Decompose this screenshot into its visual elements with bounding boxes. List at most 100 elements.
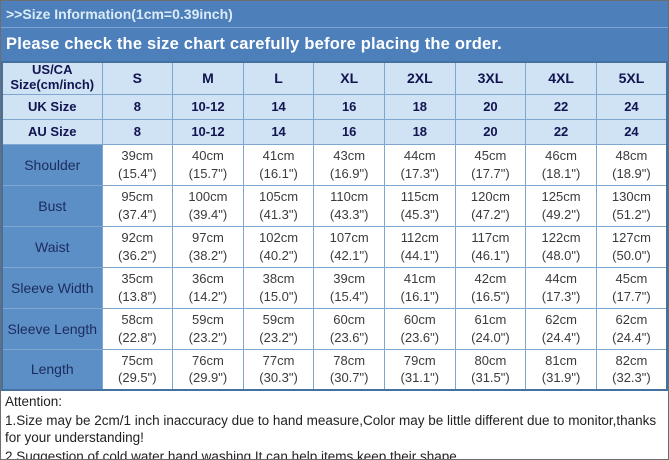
measurement-cm: 44cm bbox=[403, 148, 436, 164]
measurement-inch: (17.7") bbox=[612, 288, 651, 304]
measurement-cell: 110cm (43.3") bbox=[313, 184, 385, 227]
measurement-inch: (24.4") bbox=[541, 329, 581, 345]
measurement-label: Sleeve Length bbox=[1, 307, 103, 350]
measurement-row: Shoulder 39cm (15.4") 40cm (15.7") 41cm (16.1"… bbox=[1, 143, 668, 186]
size-number-cell: 20 bbox=[454, 118, 527, 145]
measurement-cell: 42cm (16.5") bbox=[454, 266, 527, 309]
size-number-cell: 22 bbox=[525, 118, 597, 145]
size-chart-body: UK Size 8 10-12 14 16 18 20 22 24 AU Size 8 10-12 14… bbox=[1, 93, 668, 391]
measurement-cm: 60cm bbox=[403, 312, 436, 328]
measurement-cm: 41cm bbox=[403, 271, 436, 287]
measurement-cm: 82cm bbox=[615, 353, 648, 369]
measurement-cm: 130cm bbox=[611, 189, 651, 205]
measurement-row: Waist 92cm (36.2") 97cm (38.2") 102cm (40.2") 1… bbox=[1, 225, 668, 268]
measurement-inch: (16.1") bbox=[400, 288, 440, 304]
size-number-cell: 20 bbox=[454, 93, 527, 120]
page-title: >>Size Information(1cm=0.39inch) bbox=[1, 1, 668, 28]
measurement-row: Length 75cm (29.5") 76cm (29.9") 77cm (30.3") 7… bbox=[1, 348, 668, 391]
measurement-cell: 75cm (29.5") bbox=[101, 348, 174, 391]
measurement-inch: (22.8") bbox=[118, 329, 157, 345]
size-header-row: US/CA Size(cm/inch) S M L XL 2XL 3XL 4XL 5XL bbox=[1, 61, 668, 95]
measurement-row: Sleeve Length 58cm (22.8") 59cm (23.2") 59cm(… bbox=[1, 307, 668, 350]
measurement-inch: (38.2") bbox=[188, 247, 228, 263]
measurement-cm: 112cm bbox=[400, 230, 439, 246]
measurement-cm: 110cm bbox=[330, 189, 369, 205]
size-number-cell: 10-12 bbox=[172, 118, 244, 145]
measurement-cm: 117cm bbox=[471, 230, 510, 246]
measurement-cm: 92cm bbox=[121, 230, 154, 246]
measurement-cm: 60cm bbox=[333, 312, 366, 328]
measurement-inch: (18.1") bbox=[541, 165, 581, 181]
measurement-cm: 79cm bbox=[403, 353, 436, 369]
size-number-cell: 10-12 bbox=[172, 93, 244, 120]
measurement-label: Sleeve Width bbox=[1, 266, 103, 309]
measurement-cell: 40cm (15.7") bbox=[172, 143, 244, 186]
measurement-inch: (23.2") bbox=[259, 329, 298, 345]
measurement-cell: 44cm (17.3") bbox=[384, 143, 456, 186]
measurement-inch: (15.0") bbox=[259, 288, 298, 304]
measurement-cm: 43cm bbox=[333, 148, 366, 164]
measurement-inch: (29.5") bbox=[118, 370, 157, 386]
measurement-cell: 127cm (50.0") bbox=[595, 225, 668, 268]
measurement-cell: 130cm (51.2") bbox=[595, 184, 668, 227]
measurement-inch: (17.3") bbox=[541, 288, 581, 304]
measurement-cell: 39cm (15.4") bbox=[313, 266, 385, 309]
measurement-cm: 120cm bbox=[470, 189, 510, 205]
measurement-cell: 62cm (24.4") bbox=[525, 307, 597, 350]
measurement-cm: 75cm bbox=[121, 353, 154, 369]
measurement-cell: 58cm (22.8") bbox=[101, 307, 174, 350]
measurement-label: Length bbox=[1, 348, 103, 391]
corner-header-line: US/CA bbox=[32, 62, 73, 78]
measurement-inch: (31.9") bbox=[541, 370, 581, 386]
size-column-header: 2XL bbox=[384, 61, 456, 95]
measurement-cm: 81cm bbox=[545, 353, 577, 369]
measurement-cell: 61cm (24.0") bbox=[454, 307, 527, 350]
corner-header: US/CA Size(cm/inch) bbox=[1, 61, 103, 95]
measurement-cm: 36cm bbox=[192, 271, 224, 287]
measurement-inch: (30.7") bbox=[329, 370, 369, 386]
size-number-cell: 16 bbox=[313, 93, 385, 120]
measurement-cell: 102cm (40.2") bbox=[242, 225, 315, 268]
measurement-cell: 41cm (16.1") bbox=[242, 143, 315, 186]
measurement-cell: 48cm (18.9") bbox=[595, 143, 668, 186]
measurement-inch: (42.1") bbox=[329, 247, 369, 263]
measurement-inch: (31.5") bbox=[471, 370, 510, 386]
measurement-inch: (17.3") bbox=[400, 165, 440, 181]
measurement-cell: 76cm (29.9") bbox=[172, 348, 244, 391]
measurement-label: Shoulder bbox=[1, 143, 103, 186]
measurement-cell: 62cm (24.4") bbox=[595, 307, 668, 350]
measurement-inch: (17.7") bbox=[471, 165, 510, 181]
measurement-inch: (23.6") bbox=[329, 329, 369, 345]
measurement-cell: 95cm (37.4") bbox=[101, 184, 174, 227]
measurement-cell: 117cm (46.1") bbox=[454, 225, 527, 268]
measurement-inch: (46.1") bbox=[471, 247, 510, 263]
measurement-label: Bust bbox=[1, 184, 103, 227]
measurement-cell: 60cm (23.6") bbox=[313, 307, 385, 350]
size-number-cell: 14 bbox=[242, 93, 315, 120]
measurement-cm: 105cm bbox=[259, 189, 299, 205]
measurement-cell: 115cm (45.3") bbox=[384, 184, 456, 227]
measurement-cell: 120cm (47.2") bbox=[454, 184, 527, 227]
measurement-cell: 78cm (30.7") bbox=[313, 348, 385, 391]
size-number-cell: 8 bbox=[101, 118, 174, 145]
measurement-cell: 97cm (38.2") bbox=[172, 225, 244, 268]
measurement-cell: 41cm (16.1") bbox=[384, 266, 456, 309]
measurement-cell: 105cm (41.3") bbox=[242, 184, 315, 227]
size-number-cell: 22 bbox=[525, 93, 597, 120]
measurement-inch: (44.1") bbox=[400, 247, 440, 263]
measurement-cm: 62cm bbox=[545, 312, 577, 328]
measurement-cm: 80cm bbox=[474, 353, 507, 369]
measurement-cell: 112cm (44.1") bbox=[384, 225, 456, 268]
measurement-cm: 48cm bbox=[615, 148, 648, 164]
size-chart-head: US/CA Size(cm/inch) S M L XL 2XL 3XL 4XL 5XL bbox=[1, 61, 668, 95]
measurement-cell: 100cm (39.4") bbox=[172, 184, 244, 227]
size-column-header: 3XL bbox=[454, 61, 527, 95]
measurement-inch: (40.2") bbox=[259, 247, 298, 263]
measurement-cell: 107cm (42.1") bbox=[313, 225, 385, 268]
measurement-cm: 45cm bbox=[474, 148, 507, 164]
corner-header-line: Size(cm/inch) bbox=[10, 77, 95, 93]
measurement-inch: (15.7") bbox=[188, 165, 228, 181]
size-number-cell: 24 bbox=[595, 118, 668, 145]
measurement-inch: (13.8") bbox=[118, 288, 157, 304]
measurement-cm: 59cm bbox=[262, 312, 295, 328]
